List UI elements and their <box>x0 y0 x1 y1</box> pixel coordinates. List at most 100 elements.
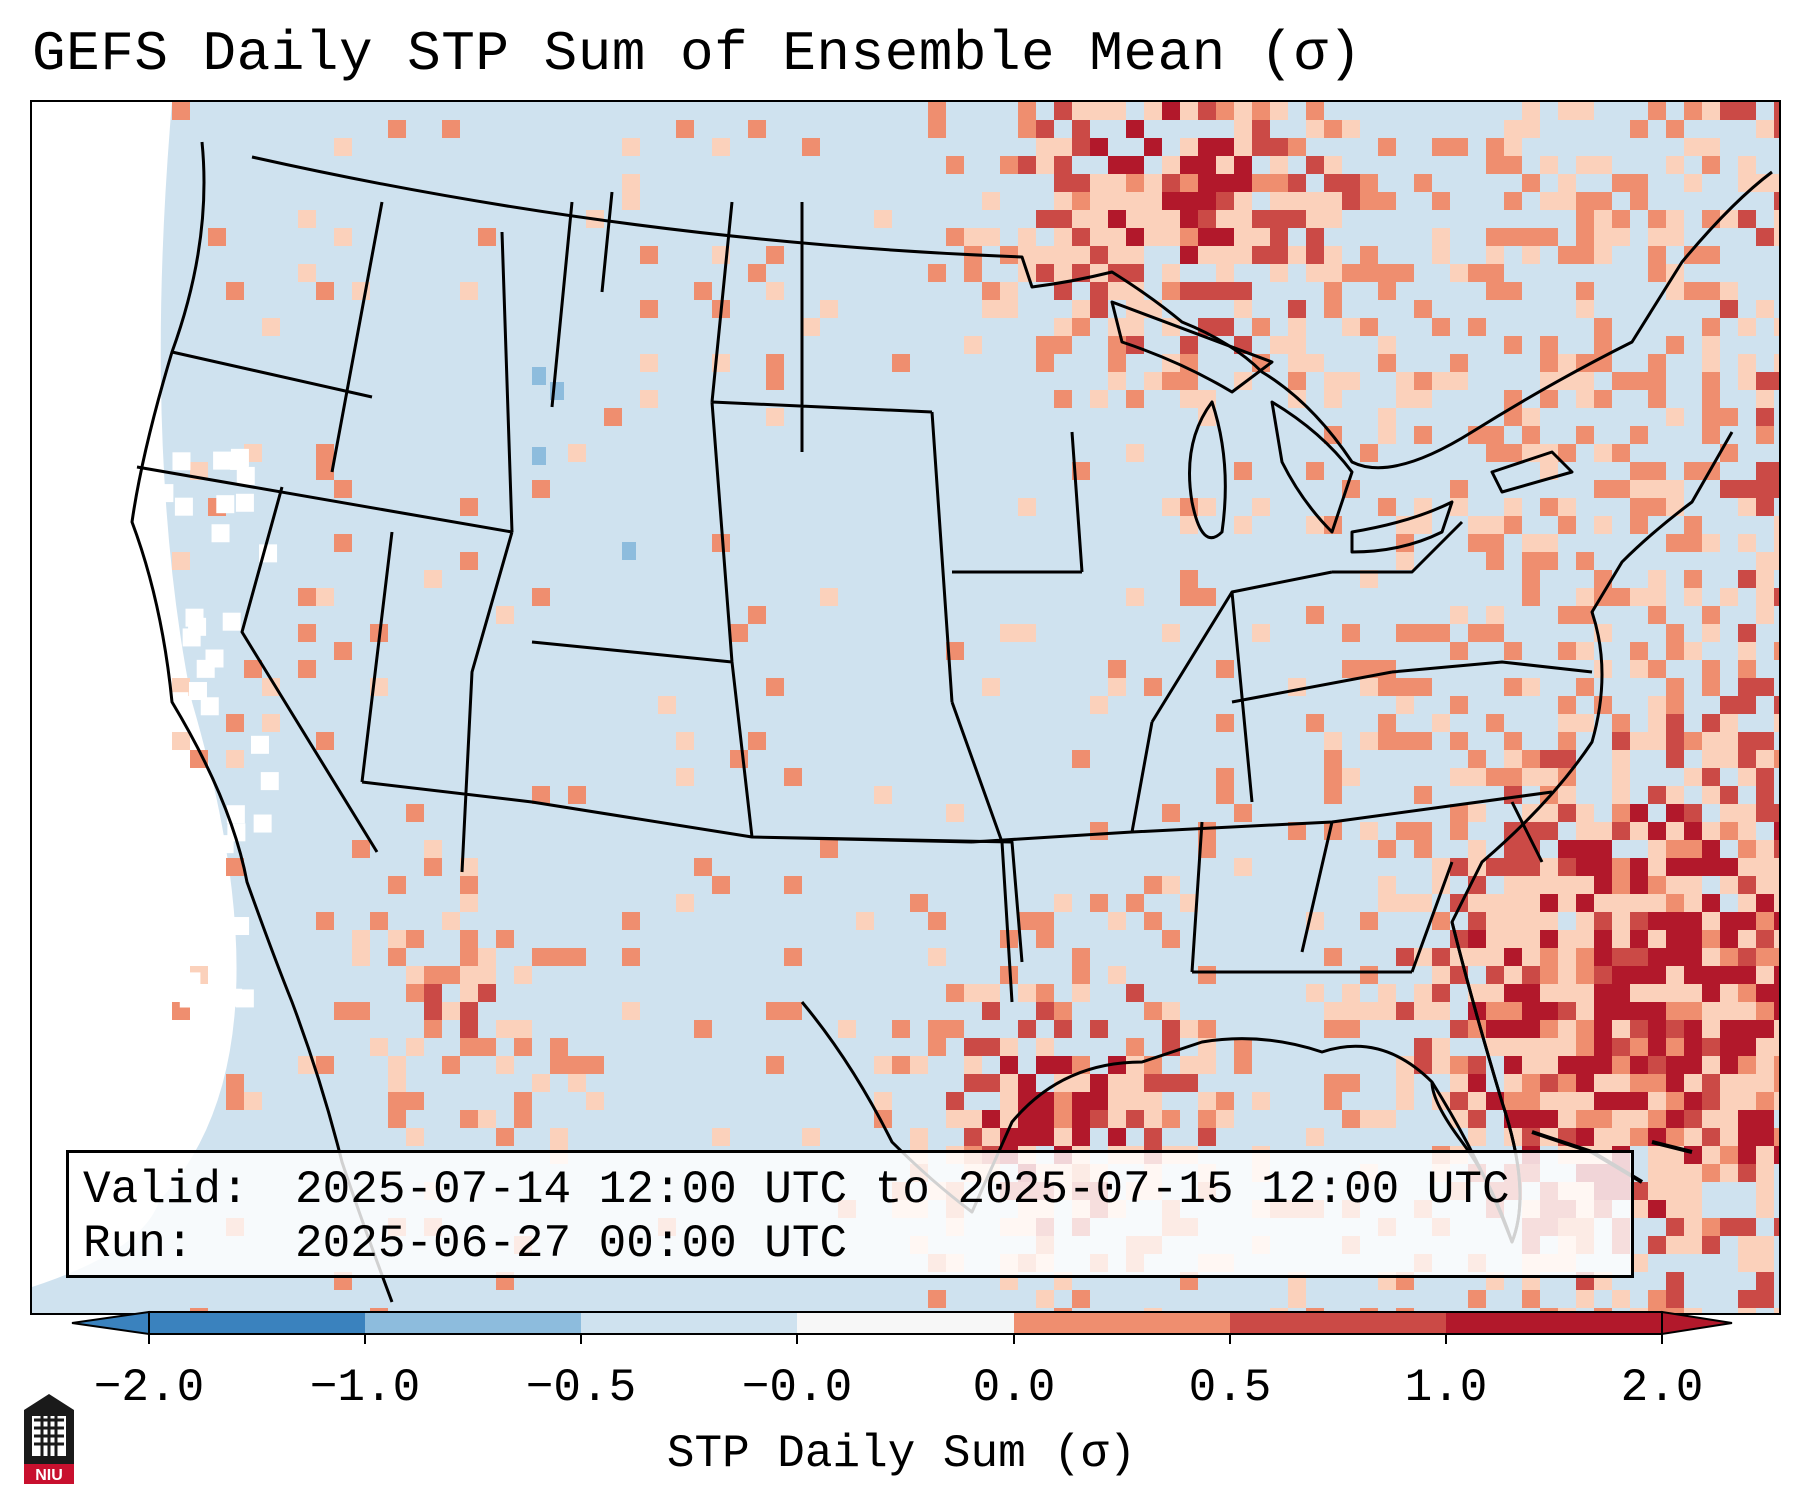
anomaly-cell <box>1108 210 1126 228</box>
anomaly-cell <box>1756 1002 1774 1020</box>
anomaly-cell-negative <box>532 447 546 465</box>
anomaly-cell <box>1054 1308 1072 1313</box>
anomaly-cell <box>1666 1020 1684 1038</box>
anomaly-cell <box>172 102 190 120</box>
anomaly-cell <box>1594 192 1612 210</box>
anomaly-cell <box>1270 264 1288 282</box>
anomaly-cell <box>460 966 478 984</box>
anomaly-cell <box>1180 390 1198 408</box>
anomaly-cell <box>1738 984 1756 1002</box>
anomaly-cell <box>1540 1092 1558 1110</box>
anomaly-cell <box>1720 1002 1738 1020</box>
anomaly-cell <box>1684 804 1702 822</box>
anomaly-cell <box>1576 804 1594 822</box>
anomaly-cell <box>1522 984 1540 1002</box>
anomaly-cell <box>1684 642 1702 660</box>
anomaly-cell <box>1108 282 1126 300</box>
anomaly-cell <box>1666 858 1684 876</box>
anomaly-cell <box>1198 192 1216 210</box>
anomaly-cell <box>1666 750 1684 768</box>
anomaly-cell <box>1450 1110 1468 1128</box>
anomaly-cell <box>1378 840 1396 858</box>
anomaly-cell <box>1486 930 1504 948</box>
anomaly-cell <box>1774 858 1779 876</box>
anomaly-cell <box>1234 156 1252 174</box>
anomaly-cell <box>1702 138 1720 156</box>
anomaly-cell <box>640 354 658 372</box>
anomaly-cell <box>1630 930 1648 948</box>
anomaly-cell <box>1738 822 1756 840</box>
anomaly-cell <box>1756 588 1774 606</box>
anomaly-cell <box>1324 1002 1342 1020</box>
anomaly-cell <box>1540 984 1558 1002</box>
anomaly-cell <box>622 948 640 966</box>
anomaly-cell <box>1756 894 1774 912</box>
anomaly-cell <box>1540 552 1558 570</box>
anomaly-cell <box>568 948 586 966</box>
anomaly-cell <box>1702 624 1720 642</box>
anomaly-cell <box>1558 498 1576 516</box>
anomaly-cell <box>1612 984 1630 1002</box>
anomaly-cell <box>1468 1128 1486 1146</box>
anomaly-cell <box>424 570 442 588</box>
anomaly-cell <box>1162 876 1180 894</box>
anomaly-cell <box>1756 732 1774 750</box>
anomaly-cell <box>1774 1218 1779 1236</box>
anomaly-cell <box>1504 858 1522 876</box>
anomaly-cell <box>1144 228 1162 246</box>
anomaly-cell <box>1702 948 1720 966</box>
anomaly-cell <box>1162 372 1180 390</box>
anomaly-cell <box>1306 462 1324 480</box>
anomaly-cell <box>1486 156 1504 174</box>
anomaly-cell <box>316 588 334 606</box>
anomaly-cell <box>1630 372 1648 390</box>
anomaly-cell <box>1486 948 1504 966</box>
nodata-cell <box>137 773 156 792</box>
anomaly-cell <box>1180 210 1198 228</box>
anomaly-cell <box>1594 390 1612 408</box>
anomaly-cell <box>1630 1308 1648 1313</box>
anomaly-cell <box>874 1092 892 1110</box>
anomaly-cell <box>1702 1056 1720 1074</box>
anomaly-cell <box>1648 606 1666 624</box>
anomaly-cell <box>478 228 496 246</box>
anomaly-cell <box>1522 1020 1540 1038</box>
anomaly-cell <box>1504 192 1522 210</box>
anomaly-cell <box>946 228 964 246</box>
anomaly-cell <box>1558 372 1576 390</box>
run-label: Run: <box>83 1218 194 1270</box>
anomaly-cell <box>1720 732 1738 750</box>
anomaly-cell <box>1252 210 1270 228</box>
anomaly-cell <box>1594 1128 1612 1146</box>
anomaly-cell <box>1468 318 1486 336</box>
anomaly-cell <box>1414 390 1432 408</box>
anomaly-cell <box>1324 948 1342 966</box>
anomaly-cell <box>1342 768 1360 786</box>
anomaly-cell <box>1612 966 1630 984</box>
anomaly-cell <box>1234 192 1252 210</box>
anomaly-cell <box>1666 1290 1684 1308</box>
anomaly-cell <box>1072 228 1090 246</box>
anomaly-cell <box>1738 318 1756 336</box>
anomaly-cell <box>1666 948 1684 966</box>
anomaly-cell <box>1072 948 1090 966</box>
anomaly-cell <box>1234 210 1252 228</box>
anomaly-cell <box>1558 732 1576 750</box>
anomaly-cell <box>1360 912 1378 930</box>
anomaly-cell <box>1576 948 1594 966</box>
anomaly-cell <box>1450 372 1468 390</box>
anomaly-cell <box>1774 228 1779 246</box>
anomaly-cell <box>1630 948 1648 966</box>
anomaly-cell <box>1288 1290 1306 1308</box>
anomaly-cell <box>1540 1002 1558 1020</box>
anomaly-cell <box>1558 1110 1576 1128</box>
anomaly-cell <box>1594 1002 1612 1020</box>
anomaly-cell <box>1576 156 1594 174</box>
anomaly-cell <box>1270 138 1288 156</box>
anomaly-cell <box>1612 228 1630 246</box>
anomaly-cell <box>1576 588 1594 606</box>
anomaly-cell <box>1216 1092 1234 1110</box>
anomaly-cell <box>1342 174 1360 192</box>
anomaly-cell <box>1162 498 1180 516</box>
anomaly-cell <box>1486 768 1504 786</box>
